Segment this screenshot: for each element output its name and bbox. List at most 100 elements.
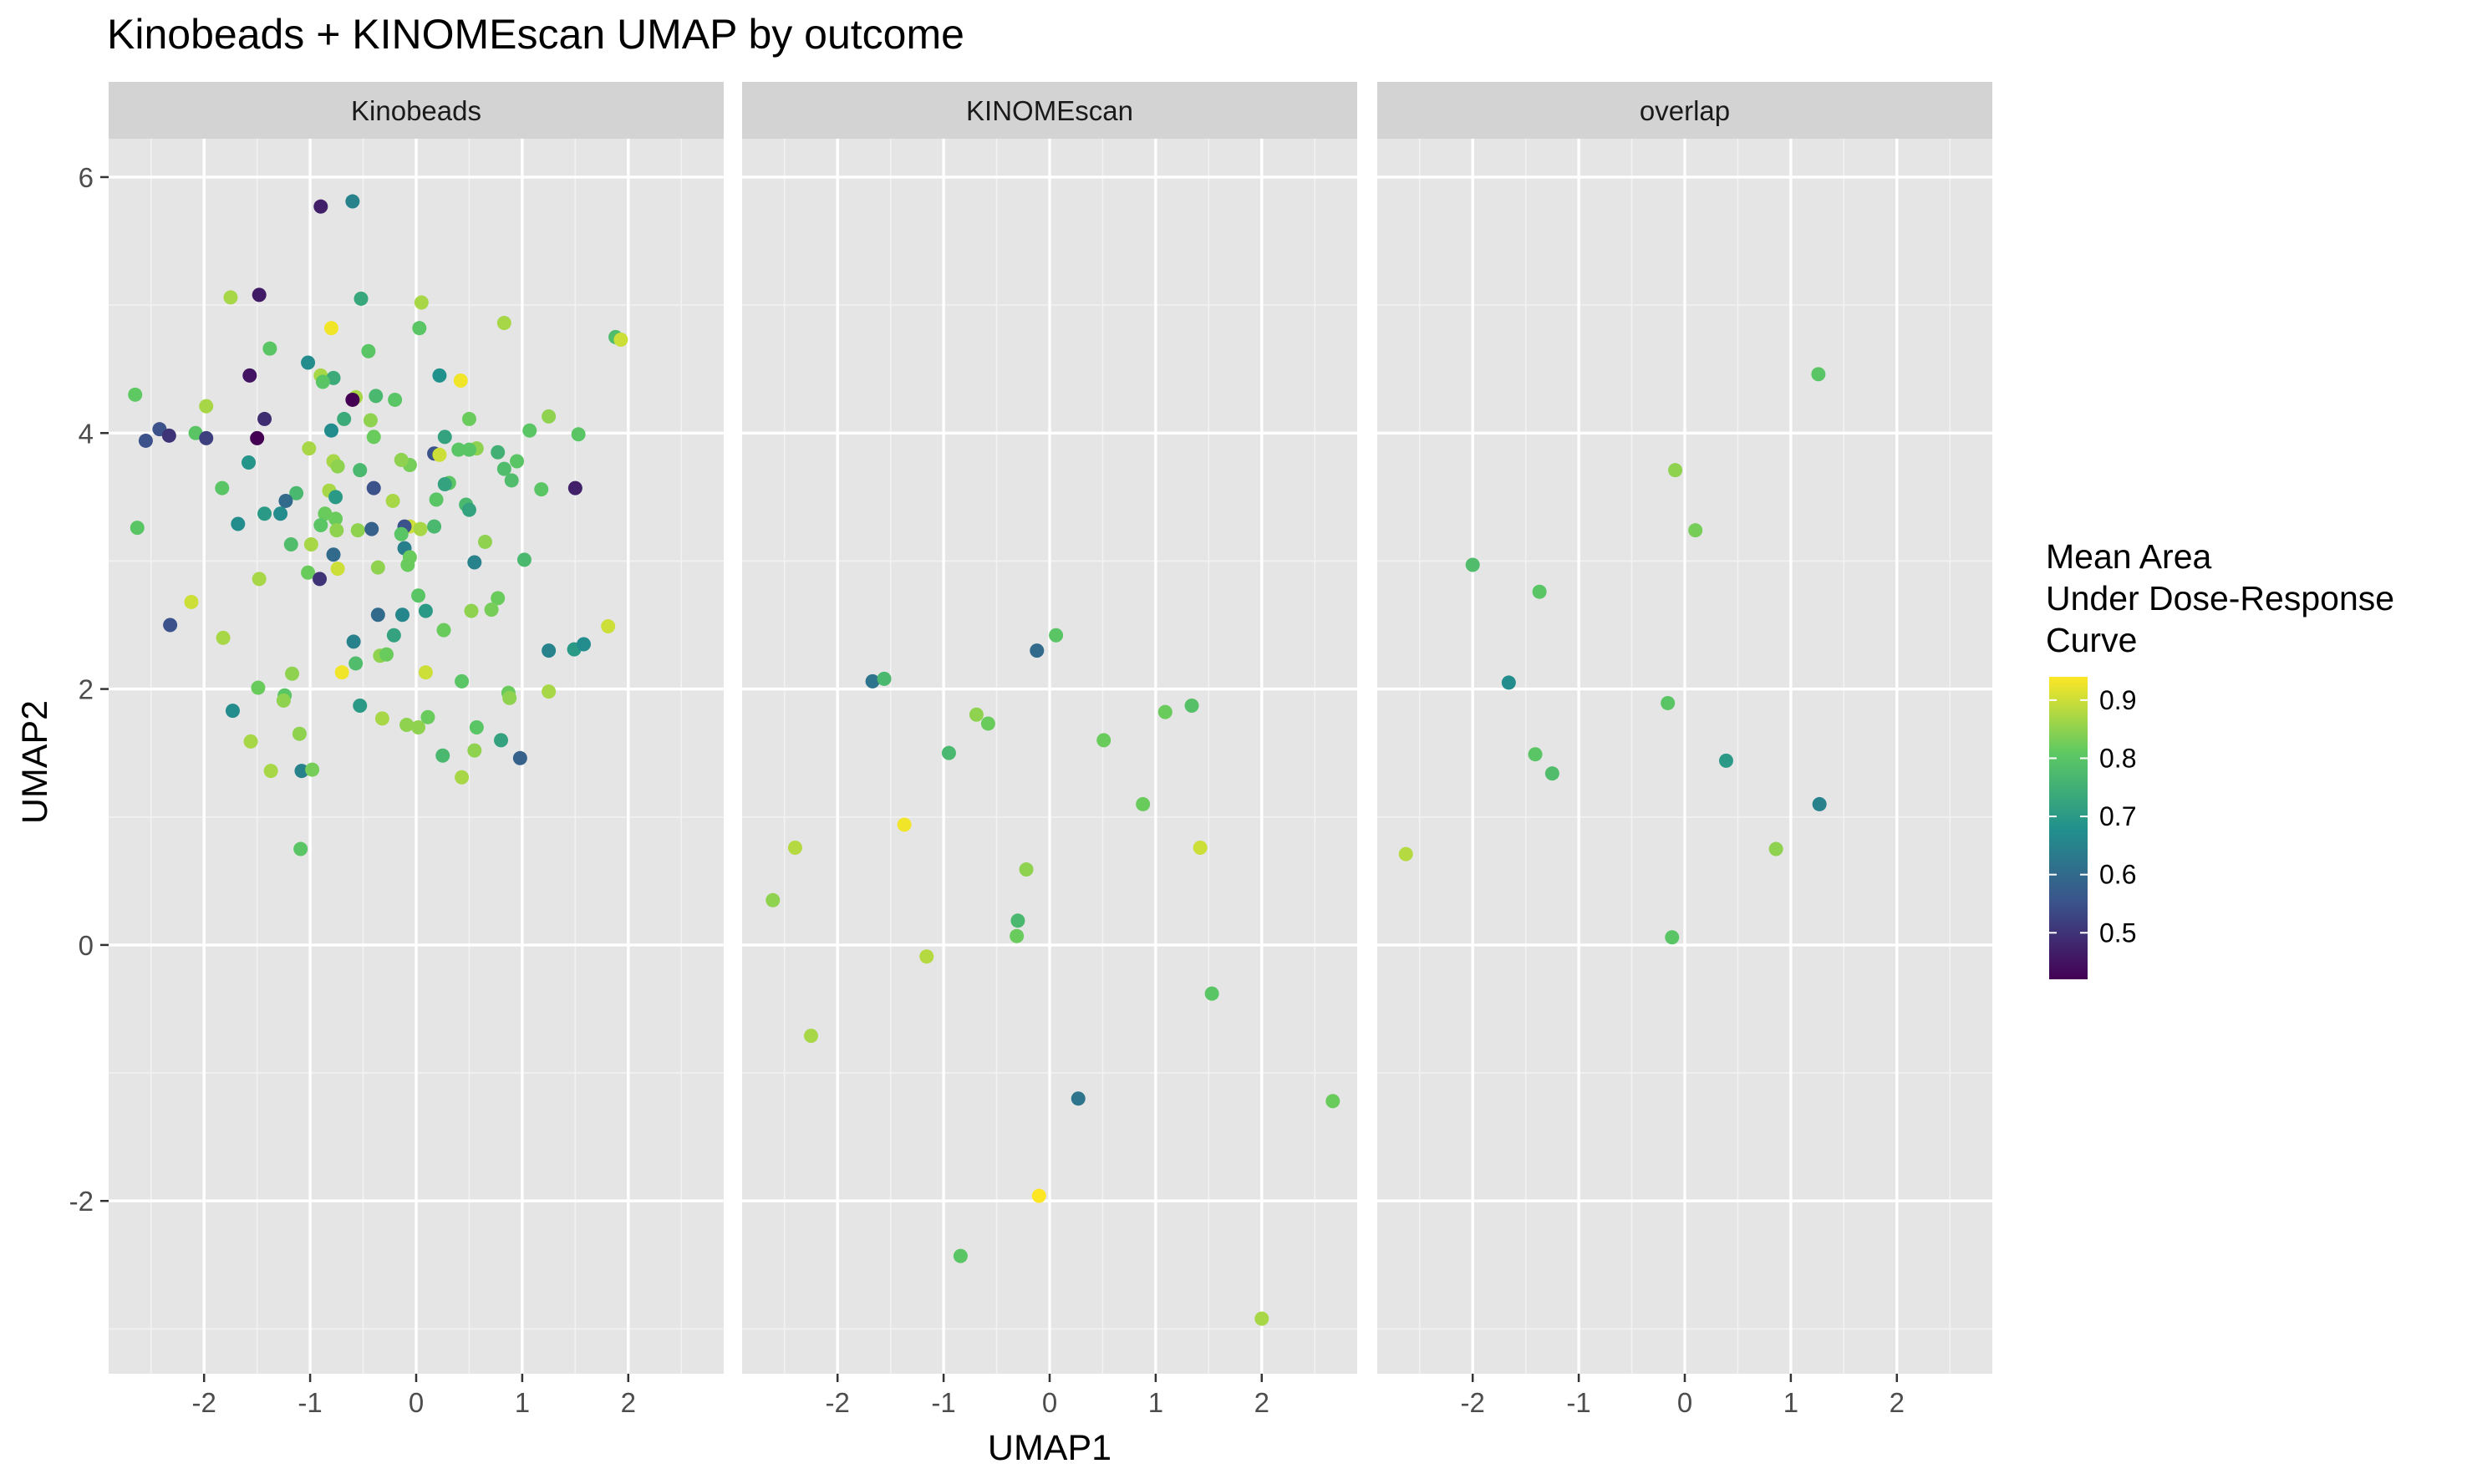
data-point	[257, 411, 272, 426]
data-point	[366, 429, 381, 445]
legend-tick-label: 0.8	[2099, 743, 2136, 773]
data-point	[435, 748, 450, 763]
data-point	[1811, 367, 1826, 382]
legend-tick-label: 0.7	[2099, 801, 2136, 831]
facet-strip	[109, 82, 724, 139]
data-point	[803, 1029, 818, 1044]
data-point	[334, 665, 349, 680]
data-point	[1010, 928, 1025, 943]
data-point	[1193, 841, 1208, 856]
data-point	[293, 841, 308, 856]
facet-strip	[742, 82, 1357, 139]
data-point	[418, 665, 433, 680]
data-point	[285, 666, 300, 681]
data-point	[432, 447, 447, 462]
legend-tick-label: 0.6	[2099, 860, 2136, 890]
data-point	[567, 480, 582, 496]
data-point	[576, 637, 591, 652]
facet-panel-kinobeads: Kinobeads -2 -1 0 1 2 -2 0 2 4 6	[69, 82, 724, 1418]
data-point	[437, 477, 452, 492]
data-point	[542, 409, 557, 424]
data-point	[161, 428, 176, 443]
x-tick-label: 1	[1148, 1387, 1163, 1418]
facet-panel-overlap: overlap -2 -1 0 1 2	[1377, 82, 1992, 1418]
data-point	[276, 693, 291, 708]
data-point	[361, 343, 376, 358]
data-point	[571, 427, 586, 442]
data-point	[1812, 796, 1827, 811]
data-point	[128, 387, 143, 402]
legend-tick-label: 0.9	[2099, 685, 2136, 715]
data-point	[363, 413, 378, 428]
data-point	[386, 628, 401, 643]
data-point	[461, 442, 476, 457]
data-point	[451, 442, 466, 457]
data-point	[453, 373, 468, 388]
data-point	[877, 671, 892, 686]
data-point	[345, 392, 360, 407]
y-tick-label: 6	[79, 162, 94, 193]
x-tick-label: 1	[1783, 1387, 1798, 1418]
data-point	[323, 423, 338, 438]
legend-title-line-2: Under Dose-Response	[2046, 579, 2394, 617]
data-point	[301, 355, 316, 370]
data-point	[364, 521, 379, 536]
data-point	[496, 461, 511, 476]
data-point	[292, 726, 307, 741]
data-point	[399, 717, 415, 732]
data-point	[865, 673, 880, 689]
data-point	[491, 445, 506, 460]
x-tick-label: -2	[192, 1387, 216, 1418]
data-point	[313, 518, 328, 533]
data-point	[163, 617, 178, 633]
data-point	[329, 523, 344, 538]
data-point	[199, 399, 214, 414]
x-tick-label: -1	[931, 1387, 955, 1418]
x-axis-title: UMAP1	[988, 1428, 1111, 1468]
data-point	[432, 368, 447, 383]
data-point	[484, 602, 499, 617]
data-point	[400, 557, 415, 572]
data-point	[278, 493, 293, 508]
data-point	[1501, 675, 1516, 690]
x-tick-label: -1	[1566, 1387, 1590, 1418]
data-point	[184, 594, 199, 609]
data-point	[464, 603, 479, 618]
data-point	[326, 547, 341, 562]
data-point	[370, 607, 385, 623]
data-point	[897, 817, 912, 832]
data-point	[370, 560, 385, 575]
data-point	[138, 433, 153, 448]
data-point	[225, 704, 240, 719]
data-point	[369, 389, 384, 404]
data-point	[1157, 704, 1172, 719]
data-point	[283, 537, 298, 552]
chart-title: Kinobeads + KINOMEscan UMAP by outcome	[107, 11, 964, 58]
data-point	[199, 430, 214, 445]
y-tick-label: -2	[69, 1186, 94, 1217]
data-point	[494, 733, 509, 748]
data-point	[1688, 523, 1703, 538]
x-tick-label: -1	[298, 1387, 322, 1418]
data-point	[330, 562, 345, 577]
data-point	[262, 341, 277, 356]
data-point	[1184, 699, 1199, 714]
data-point	[1398, 846, 1413, 861]
data-point	[1532, 584, 1547, 599]
data-point	[337, 411, 352, 426]
data-point	[395, 607, 410, 623]
data-point	[522, 423, 537, 438]
data-point	[455, 770, 470, 785]
data-point	[1668, 463, 1683, 478]
data-point	[353, 699, 368, 714]
data-point	[512, 750, 527, 765]
data-point	[411, 588, 426, 603]
data-point	[504, 473, 519, 488]
data-point	[215, 480, 230, 496]
data-point	[411, 720, 426, 735]
data-point	[223, 290, 238, 305]
data-point	[502, 690, 517, 705]
data-point	[353, 463, 368, 478]
